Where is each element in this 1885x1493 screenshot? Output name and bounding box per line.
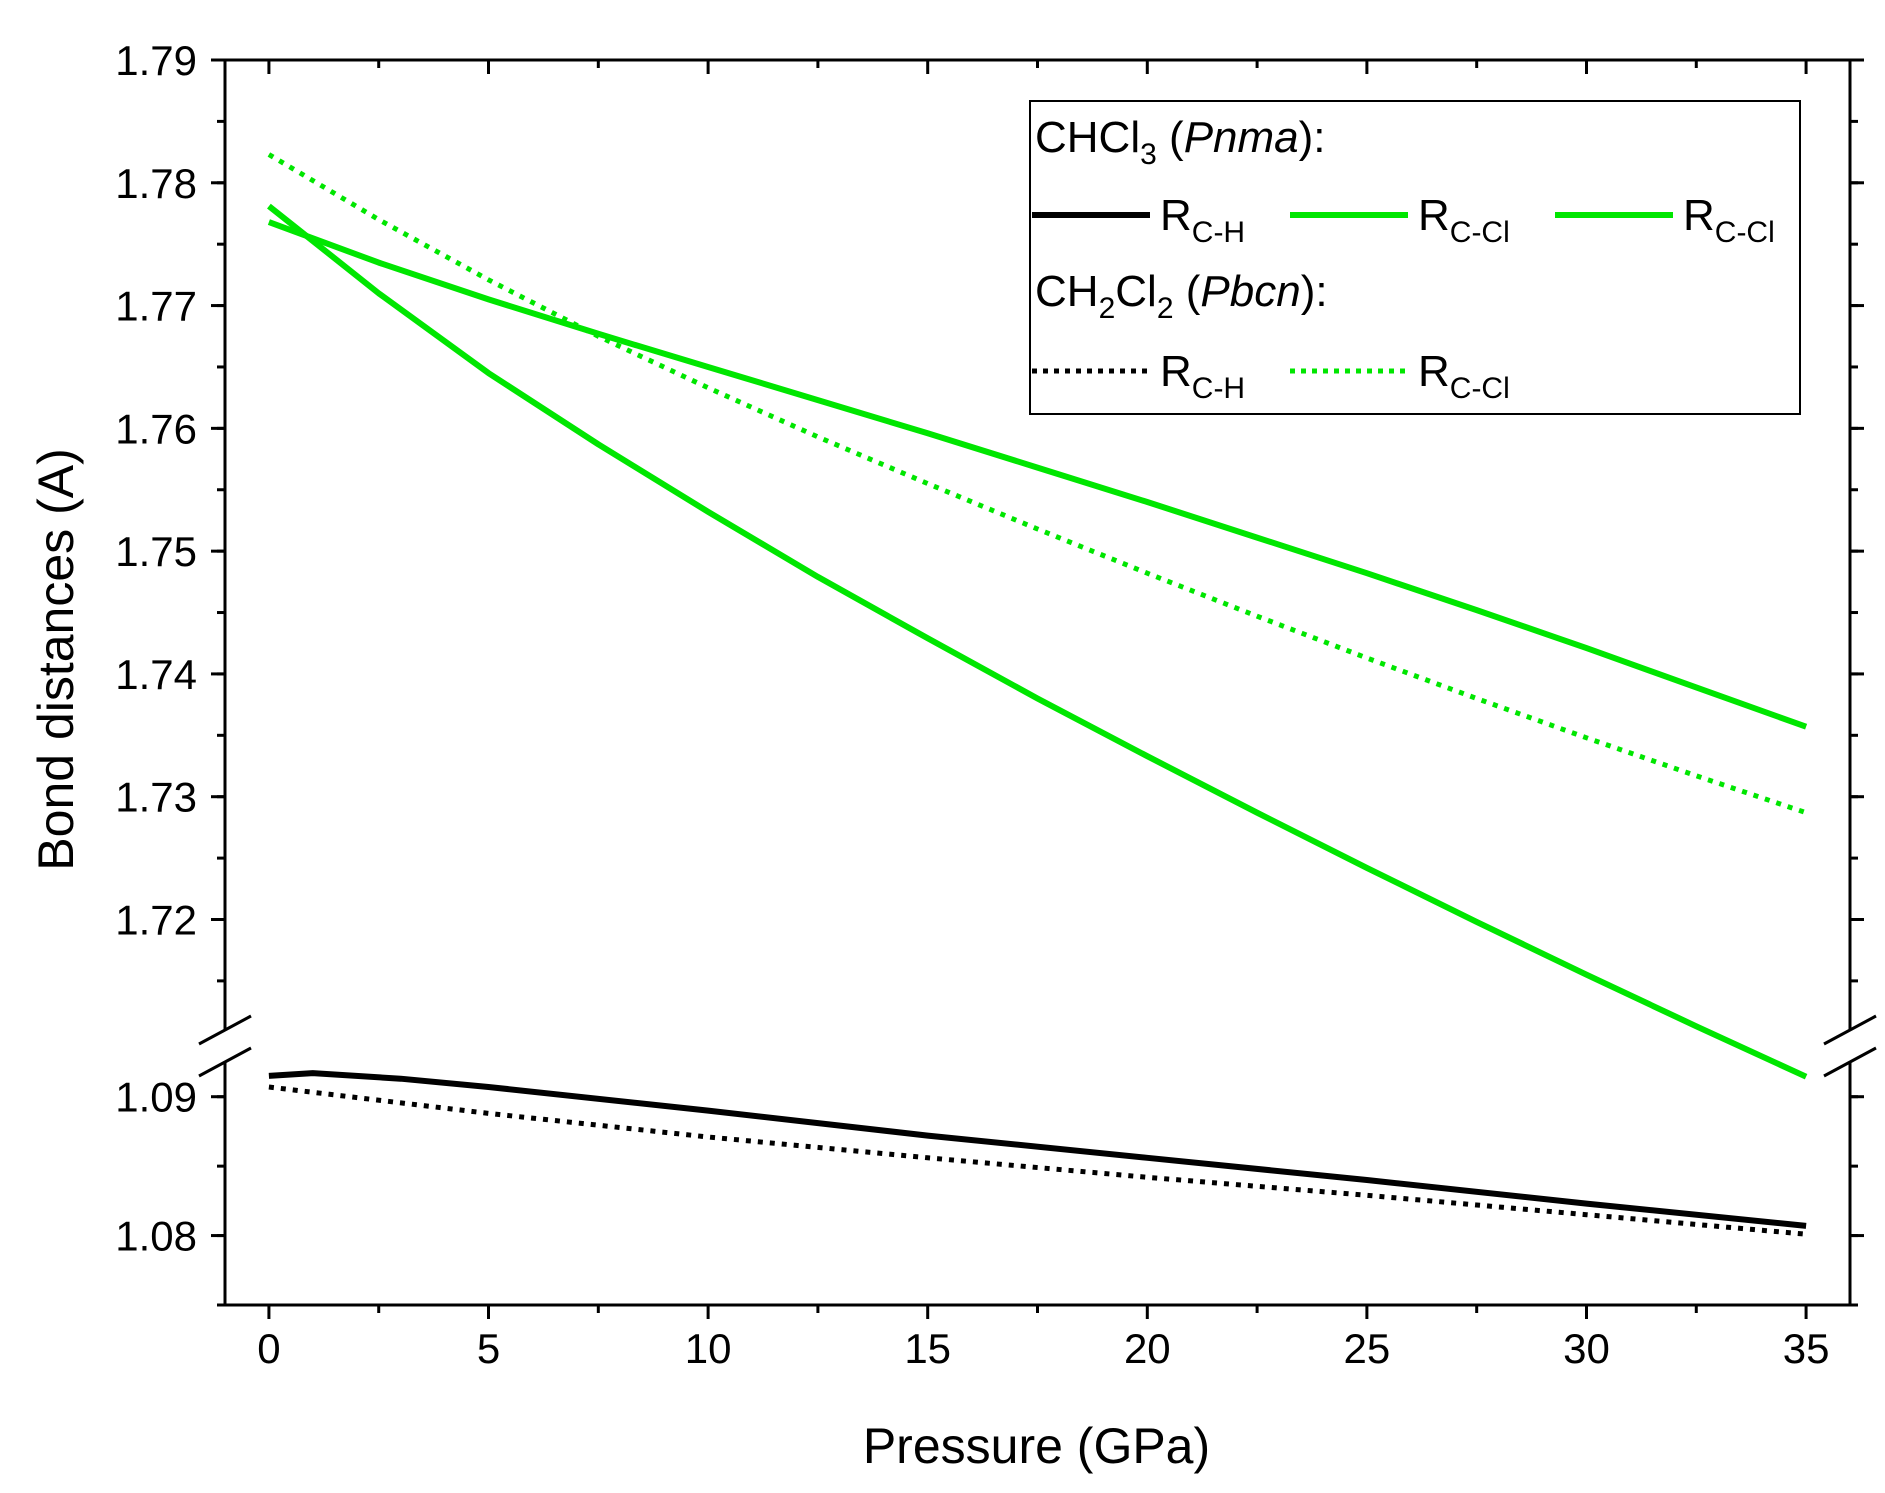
axis-break-mark	[198, 1014, 252, 1046]
series-line-3	[268, 1084, 1807, 1237]
legend: CHCl3 (Pnma): RC-H RC-Cl RC-Cl CH2Cl2 (P…	[1029, 100, 1801, 415]
y-tick-label: 1.76	[115, 405, 197, 452]
legend-label-chcl3-ccl-2: RC-Cl	[1683, 191, 1775, 249]
series-line-4	[267, 152, 1807, 816]
legend-group-chcl3: CHCl3 (Pnma):	[1035, 113, 1326, 171]
y-tick-label: 1.72	[115, 896, 197, 943]
x-tick-label: 30	[1563, 1325, 1610, 1372]
x-tick-label: 35	[1783, 1325, 1830, 1372]
series-line-2	[267, 203, 1808, 1080]
legend-label-chcl3-ch: RC-H	[1160, 191, 1245, 249]
y-tick-label: 1.75	[115, 528, 197, 575]
legend-label-ch2cl2-ch: RC-H	[1160, 347, 1245, 405]
axis-break-mark	[1823, 1046, 1877, 1078]
x-tick-label: 25	[1344, 1325, 1391, 1372]
series-line-0	[268, 1070, 1807, 1229]
y-tick-label: 1.08	[115, 1213, 197, 1260]
y-axis-title: Bond distances (A)	[28, 448, 84, 870]
y-tick-label: 1.09	[115, 1074, 197, 1121]
y-tick-label: 1.73	[115, 774, 197, 821]
x-tick-label: 15	[904, 1325, 951, 1372]
series-line-1	[267, 219, 1808, 730]
x-axis-title: Pressure (GPa)	[863, 1418, 1210, 1474]
axis-break-mark	[1823, 1014, 1877, 1046]
x-tick-label: 0	[257, 1325, 280, 1372]
y-tick-label: 1.74	[115, 651, 197, 698]
x-tick-label: 5	[477, 1325, 500, 1372]
x-tick-label: 20	[1124, 1325, 1171, 1372]
y-tick-label: 1.79	[115, 37, 197, 84]
legend-label-chcl3-ccl-1: RC-Cl	[1418, 191, 1510, 249]
axis-break-mark	[198, 1046, 252, 1078]
legend-box	[1029, 100, 1801, 415]
x-tick-label: 10	[685, 1325, 732, 1372]
series-layer	[267, 152, 1808, 1237]
y-tick-label: 1.77	[115, 283, 197, 330]
y-tick-label: 1.78	[115, 160, 197, 207]
legend-group-ch2cl2: CH2Cl2 (Pbcn):	[1035, 267, 1328, 325]
axes: 0 5 10 15 20 25 30 35 1.72 1.73 1.74 1.75 1.76 1.77 1.…	[28, 37, 1877, 1474]
legend-label-ch2cl2-ccl: RC-Cl	[1418, 347, 1510, 405]
